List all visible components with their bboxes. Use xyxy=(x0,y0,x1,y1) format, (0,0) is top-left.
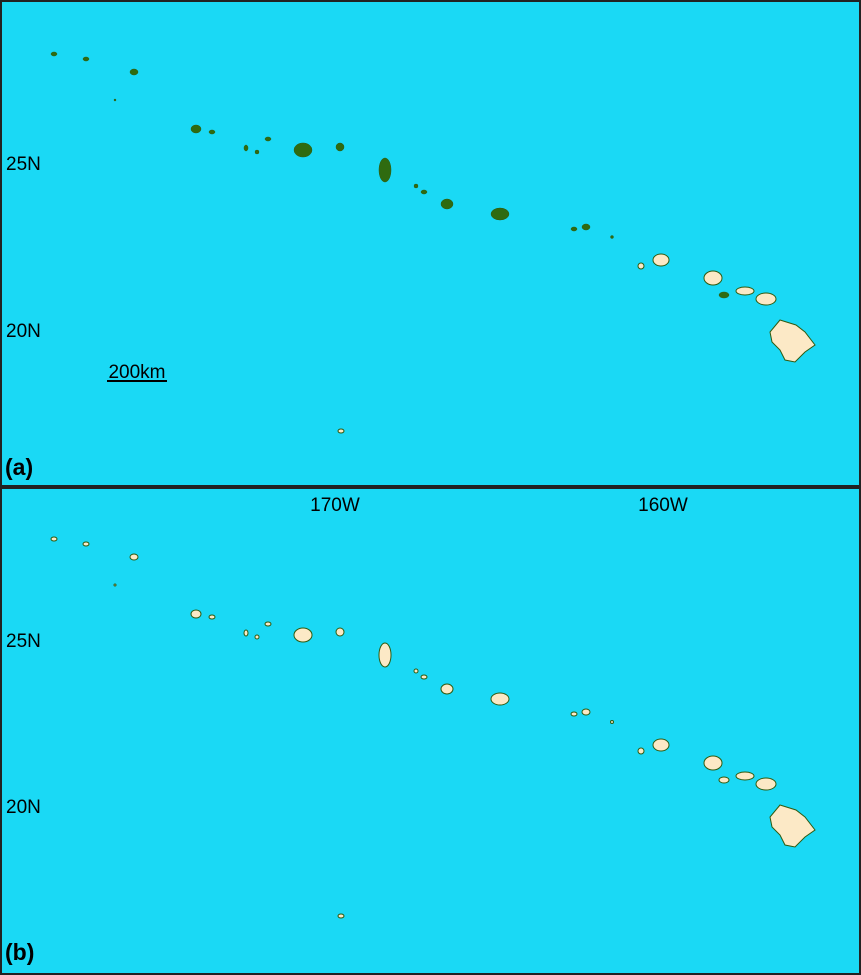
island xyxy=(718,776,730,784)
island xyxy=(293,627,313,643)
island xyxy=(570,711,578,717)
island xyxy=(610,235,614,239)
island xyxy=(243,629,249,637)
panel-b: 170W 160W 25N 20N (b) xyxy=(0,487,861,975)
island xyxy=(113,583,117,587)
island xyxy=(129,68,139,76)
island xyxy=(718,291,730,299)
panel-label: (b) xyxy=(5,939,34,965)
island xyxy=(637,262,645,270)
island xyxy=(50,536,58,542)
island xyxy=(769,319,816,363)
island xyxy=(190,124,202,134)
islands xyxy=(50,51,816,434)
ocean xyxy=(0,487,861,975)
lat-label: 20N xyxy=(6,797,41,818)
island xyxy=(703,270,723,286)
island xyxy=(129,553,139,561)
lat-label: 25N xyxy=(6,631,41,652)
lat-label: 25N xyxy=(6,154,41,175)
island xyxy=(190,609,202,619)
panel-a: 25N 20N 200km (a) xyxy=(0,0,861,487)
island xyxy=(769,804,816,848)
island xyxy=(208,129,216,135)
island xyxy=(337,428,345,434)
island xyxy=(440,198,454,210)
island xyxy=(378,157,392,183)
island xyxy=(254,149,260,155)
island xyxy=(413,668,419,674)
island xyxy=(50,51,58,57)
island xyxy=(735,286,755,296)
island xyxy=(652,738,670,752)
island xyxy=(581,708,591,716)
island xyxy=(254,634,260,640)
island xyxy=(82,541,90,547)
island xyxy=(335,627,345,637)
island xyxy=(570,226,578,232)
island xyxy=(243,144,249,152)
island xyxy=(610,720,614,724)
island xyxy=(113,98,117,102)
island xyxy=(413,183,419,189)
lon-label: 160W xyxy=(638,495,688,516)
island xyxy=(652,253,670,267)
island xyxy=(208,614,216,620)
islands xyxy=(50,536,816,919)
island xyxy=(490,207,510,221)
island xyxy=(440,683,454,695)
island xyxy=(755,777,777,791)
island xyxy=(420,189,428,195)
island xyxy=(378,642,392,668)
lat-label: 20N xyxy=(6,321,41,342)
island xyxy=(581,223,591,231)
island xyxy=(735,771,755,781)
island xyxy=(420,674,428,680)
island xyxy=(703,755,723,771)
panel-label: (a) xyxy=(5,454,33,480)
ocean xyxy=(0,0,861,487)
island xyxy=(337,913,345,919)
lon-label: 170W xyxy=(310,495,360,516)
island xyxy=(264,136,272,142)
scale-bar-label: 200km xyxy=(108,362,165,383)
island xyxy=(82,56,90,62)
island xyxy=(293,142,313,158)
island xyxy=(264,621,272,627)
island xyxy=(490,692,510,706)
island xyxy=(755,292,777,306)
island xyxy=(637,747,645,755)
island xyxy=(335,142,345,152)
